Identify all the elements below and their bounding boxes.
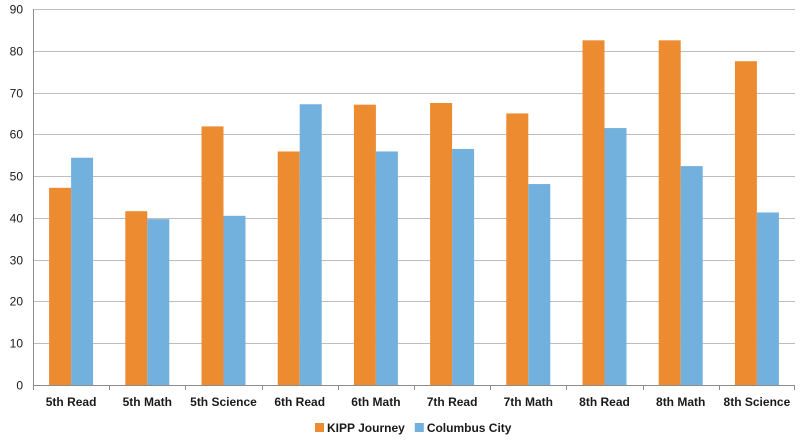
y-tick-label: 0 (16, 379, 23, 393)
bar-kipp-journey (506, 113, 529, 385)
x-tick-label: 5th Read (46, 395, 97, 409)
y-tick-label: 30 (10, 254, 24, 268)
bar-columbus-city (299, 104, 322, 386)
legend-label: KIPP Journey (327, 421, 405, 435)
legend-swatch (414, 423, 424, 432)
bar-columbus-city (223, 215, 246, 385)
y-tick-label: 50 (10, 170, 24, 184)
bar-kipp-journey (658, 40, 681, 385)
bar-columbus-city (71, 157, 94, 385)
bar-kipp-journey (734, 61, 757, 385)
y-tick-label: 70 (10, 87, 24, 101)
y-tick-label: 60 (10, 128, 24, 142)
x-tick-label: 7th Math (504, 395, 553, 409)
x-tick-label: 7th Read (427, 395, 478, 409)
bar-columbus-city (756, 212, 779, 385)
y-tick-label: 80 (10, 45, 24, 59)
bar-kipp-journey (582, 40, 605, 385)
y-tick-label: 90 (10, 3, 24, 17)
bar-kipp-journey (125, 211, 148, 385)
bar-columbus-city (680, 166, 703, 385)
legend-swatch (315, 423, 324, 432)
bar-kipp-journey (49, 187, 72, 385)
x-axis-ticks: 5th Read 5th Math 5th Science 6th Read 6th M… (46, 395, 791, 409)
bar-columbus-city (375, 151, 398, 385)
x-tick-label: 8th Science (724, 395, 791, 409)
x-tick-label: 8th Read (579, 395, 630, 409)
bars (49, 40, 779, 386)
y-tick-label: 40 (10, 212, 24, 226)
bar-kipp-journey (201, 126, 224, 385)
x-tick-label: 6th Math (351, 395, 400, 409)
x-tick-label: 5th Math (123, 395, 172, 409)
x-tick-label: 6th Read (274, 395, 325, 409)
bar-columbus-city (452, 148, 475, 385)
bar-columbus-city (528, 184, 551, 385)
bar-kipp-journey (277, 151, 300, 385)
bar-columbus-city (147, 219, 170, 385)
y-tick-label: 10 (10, 337, 24, 351)
bar-kipp-journey (353, 104, 376, 385)
legend: KIPP Journey Columbus City (315, 421, 512, 435)
x-tick-label: 5th Science (190, 395, 257, 409)
x-tick-label: 8th Math (656, 395, 705, 409)
axes (33, 9, 795, 390)
legend-label: Columbus City (427, 421, 512, 435)
bar-columbus-city (604, 128, 627, 386)
bar-kipp-journey (430, 103, 453, 385)
y-tick-label: 20 (10, 295, 24, 309)
y-axis-ticks: 0 10 20 30 40 50 60 70 80 90 (10, 3, 24, 393)
